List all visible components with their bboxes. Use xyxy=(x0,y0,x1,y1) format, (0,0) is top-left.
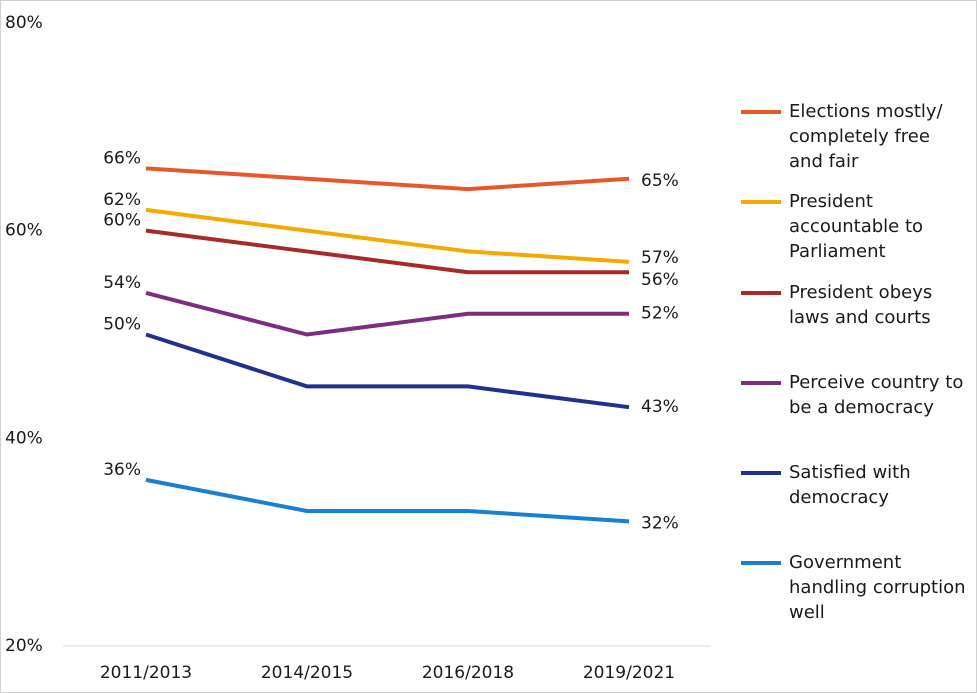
series-line xyxy=(145,332,630,410)
legend-entry: Perceive country to be a democracy xyxy=(741,370,966,420)
legend-entry: Government handling corruption well xyxy=(741,550,966,625)
x-tick-label: 2011/2013 xyxy=(100,663,192,683)
legend-label: Satisfied with democracy xyxy=(789,462,911,508)
legend-swatch xyxy=(741,381,781,385)
x-tick-label: 2014/2015 xyxy=(261,663,353,683)
legend-swatch xyxy=(741,561,781,565)
y-tick-label: 20% xyxy=(5,636,43,656)
data-label: 60% xyxy=(103,211,141,231)
data-label: 36% xyxy=(103,460,141,480)
legend-label: President accountable to Parliament xyxy=(789,191,924,262)
data-label: 54% xyxy=(103,273,141,293)
data-label: 50% xyxy=(103,315,141,335)
x-tick-label: 2016/2018 xyxy=(422,663,514,683)
legend-entry: President accountable to Parliament xyxy=(741,189,966,264)
data-label: 66% xyxy=(103,148,141,168)
y-tick-label: 60% xyxy=(5,221,43,241)
data-label: 57% xyxy=(641,248,679,268)
data-label: 65% xyxy=(641,171,679,191)
series-line xyxy=(145,228,629,275)
series-line xyxy=(145,291,629,337)
legend-swatch xyxy=(741,200,781,204)
series-line xyxy=(145,477,630,524)
data-label: 52% xyxy=(641,304,679,324)
series-line xyxy=(145,207,630,264)
data-label: 43% xyxy=(641,397,679,417)
legend-swatch xyxy=(741,471,781,475)
legend-swatch xyxy=(741,110,781,114)
legend-label: Elections mostly/ completely free and fa… xyxy=(789,101,943,172)
y-tick-label: 80% xyxy=(5,13,43,33)
data-label: 56% xyxy=(641,270,679,290)
data-label: 32% xyxy=(641,513,679,533)
legend-entry: Satisfied with democracy xyxy=(741,460,966,510)
legend-label: President obeys laws and courts xyxy=(789,282,933,328)
y-tick-label: 40% xyxy=(5,428,43,448)
legend-label: Government handling corruption well xyxy=(789,552,966,623)
legend-label: Perceive country to be a democracy xyxy=(789,372,964,418)
legend-swatch xyxy=(741,291,781,295)
legend-entry: President obeys laws and courts xyxy=(741,280,966,330)
data-label: 62% xyxy=(103,190,141,210)
x-tick-label: 2019/2021 xyxy=(583,663,675,683)
legend-entry: Elections mostly/ completely free and fa… xyxy=(741,99,966,174)
series-line xyxy=(145,166,630,192)
